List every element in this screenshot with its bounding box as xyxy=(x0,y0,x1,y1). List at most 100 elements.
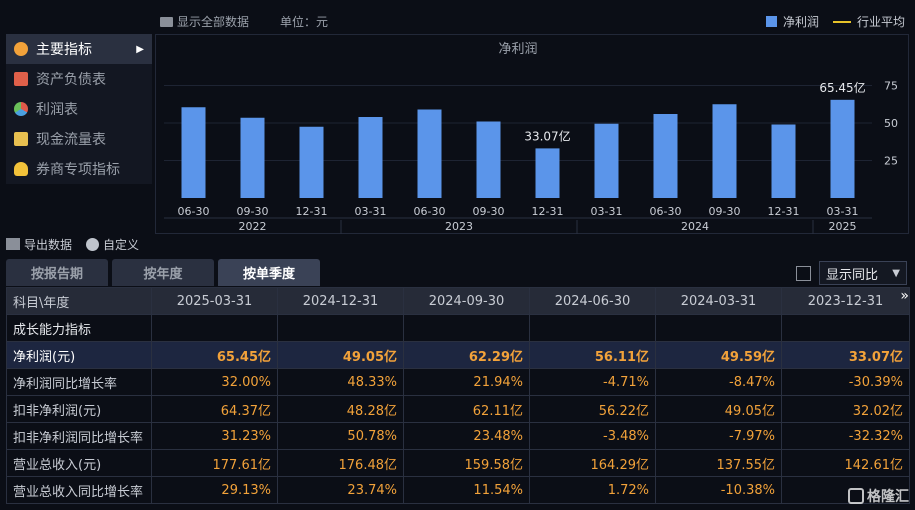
table-tools: 导出数据 自定义 xyxy=(6,234,139,254)
table-cell: 49.05亿 xyxy=(655,395,782,423)
nav-item-balance-sheet[interactable]: 资产负债表 xyxy=(6,64,152,94)
table-cell: 11.54% xyxy=(403,476,530,504)
table-cell: -30.39% xyxy=(781,368,910,396)
legend-line-swatch xyxy=(832,20,851,23)
document-icon xyxy=(14,72,28,86)
compare-select-value: 显示同比 xyxy=(826,267,879,283)
column-header: 2025-03-31 xyxy=(151,287,278,315)
table-cell: 49.59亿 xyxy=(655,341,782,369)
table-row[interactable]: 营业总收入(元) 177.61亿 176.48亿 159.58亿 164.29亿 137.… xyxy=(6,449,910,477)
indicator-table: 科目\年度 2025-03-31 2024-12-31 2024-09-30 2… xyxy=(6,287,910,504)
table-cell xyxy=(529,314,656,342)
bar xyxy=(535,148,560,198)
watermark-logo-icon xyxy=(848,488,864,504)
table-row[interactable]: 扣非净利润同比增长率 31.23% 50.78% 23.48% -3.48% -7.97%… xyxy=(6,422,910,450)
x-tick-label: 12-31 xyxy=(768,205,800,218)
x-tick-label: 09-30 xyxy=(709,205,741,218)
table-cell xyxy=(781,476,910,504)
show-all-label: 显示全部数据 xyxy=(177,15,250,29)
x-tick-label: 03-31 xyxy=(591,205,623,218)
tab-by-report-period[interactable]: 按报告期 xyxy=(6,259,108,286)
year-group-label: 2022 xyxy=(239,220,267,233)
x-tick-label: 06-30 xyxy=(414,205,446,218)
nav-item-main-indicators[interactable]: 主要指标 ▶ xyxy=(6,34,152,64)
row-label: 净利润同比增长率 xyxy=(6,368,152,396)
bar xyxy=(712,104,737,198)
tab-by-year[interactable]: 按年度 xyxy=(112,259,214,286)
table-cell: -7.97% xyxy=(655,422,782,450)
table-cell xyxy=(151,314,278,342)
table-cell: 159.58亿 xyxy=(403,449,530,477)
table-cell xyxy=(277,314,404,342)
tab-by-quarter[interactable]: 按单季度 xyxy=(218,259,320,286)
x-tick-label: 03-31 xyxy=(355,205,387,218)
compare-checkbox[interactable] xyxy=(796,265,811,281)
compare-select[interactable]: 显示同比 ▼ xyxy=(819,261,907,285)
table-cell: 32.00% xyxy=(151,368,278,396)
customize-button[interactable]: 自定义 xyxy=(86,236,139,253)
monitor-icon xyxy=(160,16,173,27)
row-label: 净利润(元) xyxy=(6,341,152,369)
nav-item-label: 资产负债表 xyxy=(36,72,106,88)
data-label: 33.07亿 xyxy=(524,128,570,143)
net-profit-chart: 净利润 25 50 75 06-30 09-30 12-31 03-31 06-30 09-30 1… xyxy=(155,34,909,234)
row-label: 扣非净利润(元) xyxy=(6,395,152,423)
watermark: 格隆汇 xyxy=(848,486,909,506)
header-label: 科目\年度 xyxy=(6,287,152,315)
table-row[interactable]: 营业总收入同比增长率 29.13% 23.74% 11.54% 1.72% -10.38% xyxy=(6,476,910,504)
double-chevron-right-icon[interactable]: » xyxy=(900,288,909,304)
table-cell: 56.22亿 xyxy=(529,395,656,423)
year-group-label: 2023 xyxy=(445,220,473,233)
table-cell xyxy=(781,314,910,342)
table-cell: 137.55亿 xyxy=(655,449,782,477)
nav-item-broker-indicators[interactable]: 券商专项指标 xyxy=(6,154,152,184)
year-group-label: 2024 xyxy=(681,220,709,233)
table-cell: 23.74% xyxy=(277,476,404,504)
column-header: 2024-06-30 xyxy=(529,287,656,315)
chevron-down-icon: ▼ xyxy=(892,268,900,279)
table-cell: 142.61亿 xyxy=(781,449,910,477)
export-label: 导出数据 xyxy=(24,237,73,252)
x-tick-label: 06-30 xyxy=(178,205,210,218)
column-header: 2024-09-30 xyxy=(403,287,530,315)
x-tick-label: 12-31 xyxy=(296,205,328,218)
data-label: 65.45亿 xyxy=(819,80,865,95)
table-cell: -4.71% xyxy=(529,368,656,396)
table-cell: 21.94% xyxy=(403,368,530,396)
y-tick-label: 25 xyxy=(884,155,898,168)
top-bar: 显示全部数据 单位：元 净利润 行业平均 xyxy=(0,0,915,36)
table-cell: -32.32% xyxy=(781,422,910,450)
compare-controls: 显示同比 ▼ xyxy=(796,261,907,285)
table-cell xyxy=(655,314,782,342)
legend-line-label: 行业平均 xyxy=(856,15,905,29)
user-icon xyxy=(14,162,28,176)
chart-title: 净利润 xyxy=(498,42,537,57)
table-cell: 31.23% xyxy=(151,422,278,450)
watermark-text: 格隆汇 xyxy=(867,489,909,505)
table-cell: 48.33% xyxy=(277,368,404,396)
row-label: 营业总收入同比增长率 xyxy=(6,476,152,504)
nav-item-label: 利润表 xyxy=(36,102,78,118)
bar xyxy=(181,107,206,198)
period-tabs: 按报告期 按年度 按单季度 xyxy=(6,259,320,286)
nav-item-income-statement[interactable]: 利润表 xyxy=(6,94,152,124)
table-cell: 33.07亿 xyxy=(781,341,910,369)
table-cell: 49.05亿 xyxy=(277,341,404,369)
export-data-button[interactable]: 导出数据 xyxy=(6,236,72,253)
bar xyxy=(476,121,501,198)
table-row[interactable]: 净利润(元) 65.45亿 49.05亿 62.29亿 56.11亿 49.59亿 33.0… xyxy=(6,341,910,369)
table-cell xyxy=(403,314,530,342)
table-cell: 56.11亿 xyxy=(529,341,656,369)
gear-icon xyxy=(86,237,100,251)
chart-legend: 净利润 行业平均 xyxy=(765,13,905,30)
table-row[interactable]: 扣非净利润(元) 64.37亿 48.28亿 62.11亿 56.22亿 49.05亿 32… xyxy=(6,395,910,423)
cash-icon xyxy=(14,132,28,146)
table-cell: 50.78% xyxy=(277,422,404,450)
table-section-row: 成长能力指标 xyxy=(6,314,910,342)
x-tick-label: 12-31 xyxy=(532,205,564,218)
pie-icon xyxy=(14,102,28,116)
bar xyxy=(358,117,383,198)
show-all-data-toggle[interactable]: 显示全部数据 xyxy=(160,13,249,30)
nav-item-cash-flow[interactable]: 现金流量表 xyxy=(6,124,152,154)
table-row[interactable]: 净利润同比增长率 32.00% 48.33% 21.94% -4.71% -8.47% -3… xyxy=(6,368,910,396)
